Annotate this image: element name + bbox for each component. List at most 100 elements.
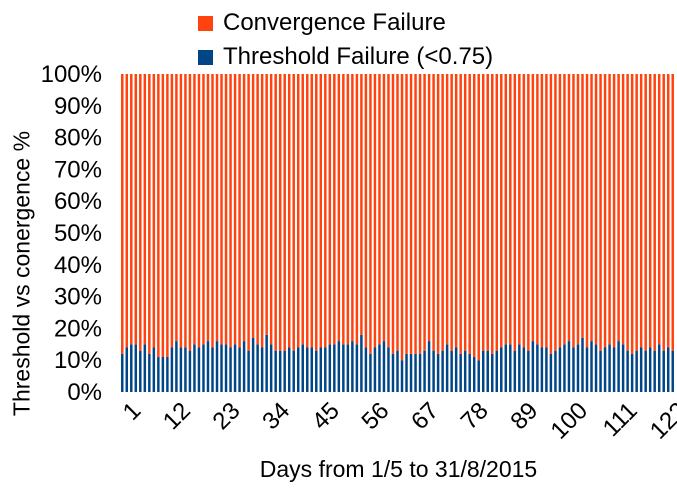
y-tick-label: 30% [54,284,102,311]
bar-threshold [463,350,467,392]
bar-convergence [152,74,156,348]
bar-threshold [445,344,449,392]
bar-convergence [315,74,318,351]
bar-threshold [454,347,458,392]
bar-convergence [391,74,395,354]
bar-threshold [373,347,377,392]
bar-threshold [346,344,350,392]
bar-convergence [287,74,291,348]
bar-threshold [612,347,616,392]
bar-convergence [648,74,652,348]
bar-convergence [256,74,259,345]
legend-swatch-threshold [198,49,213,65]
bar-threshold [242,341,246,392]
bar-convergence [157,74,160,358]
bar-threshold [315,350,318,392]
bar-convergence [608,74,611,345]
bar-convergence [369,74,372,354]
bar-convergence [662,74,665,351]
bar-convergence [179,74,183,348]
bar-threshold [387,347,390,392]
bar-convergence [283,74,286,351]
bar-threshold [301,344,304,392]
bar-threshold [134,344,138,392]
legend-item-convergence: Convergence Failure [198,6,493,40]
legend-item-threshold: Threshold Failure (<0.75) [198,40,493,74]
y-tick-label: 40% [54,252,102,279]
bar-convergence [405,74,408,354]
bar-threshold [310,347,314,392]
bar-threshold [617,341,620,392]
bar-threshold [599,350,602,392]
x-tick-label: 111 [598,397,643,442]
bar-convergence [143,74,147,345]
bar-threshold [130,344,133,392]
bar-threshold [639,347,643,392]
bar-convergence [242,74,246,342]
bar-convergence [373,74,377,348]
bar-convergence [536,74,539,345]
bar-convergence [278,74,282,351]
bar-convergence [436,74,440,354]
bar-convergence [545,74,548,348]
bar-convergence [554,74,557,351]
bar-convergence [130,74,133,345]
bar-threshold [278,350,282,392]
y-tick-label: 0% [67,379,102,406]
bar-convergence [215,74,219,342]
bar-convergence [170,74,174,348]
bar-convergence [337,74,341,342]
bar-convergence [166,74,169,358]
y-tick-label: 90% [54,93,102,120]
bar-convergence [441,74,444,351]
bar-threshold [459,353,462,392]
bar-threshold [391,353,395,392]
bar-convergence [599,74,602,351]
x-tick-label: 34 [257,397,295,435]
bar-convergence [233,74,237,345]
bar-threshold [247,350,250,392]
bar-convergence [292,74,295,351]
bar-threshold [287,347,291,392]
bar-threshold [364,347,368,392]
bar-threshold [644,350,647,392]
bar-threshold [220,344,223,392]
bar-threshold [202,344,205,392]
bar-convergence [193,74,196,345]
bar-threshold [513,350,517,392]
bar-convergence [491,74,494,354]
bar-threshold [296,347,300,392]
legend: Convergence Failure Threshold Failure (<… [198,6,493,74]
bar-threshold [635,350,638,392]
bar-threshold [432,350,435,392]
bar-threshold [590,341,593,392]
bar-convergence [423,74,426,351]
bar-threshold [342,344,345,392]
bar-convergence [400,74,404,361]
bar-threshold [238,347,241,392]
bar-convergence [224,74,228,345]
bar-convergence [531,74,535,342]
bar-convergence [342,74,345,345]
bar-threshold [603,347,607,392]
bar-threshold [400,360,404,392]
bar-threshold [630,353,634,392]
bar-convergence [134,74,138,345]
bar-convergence [351,74,354,342]
legend-label-convergence: Convergence Failure [223,9,446,36]
bar-threshold [441,350,444,392]
bar-convergence [260,74,264,348]
bar-threshold [179,347,183,392]
bar-convergence [522,74,526,348]
bar-threshold [306,347,309,392]
bar-threshold [382,341,386,392]
bar-threshold [477,360,480,392]
bar-convergence [251,74,255,338]
bar-threshold [265,334,268,392]
bar-convergence [477,74,480,361]
bar-threshold [125,347,129,392]
bar-convergence [188,74,192,351]
bar-convergence [418,74,422,354]
bar-convergence [558,74,562,348]
